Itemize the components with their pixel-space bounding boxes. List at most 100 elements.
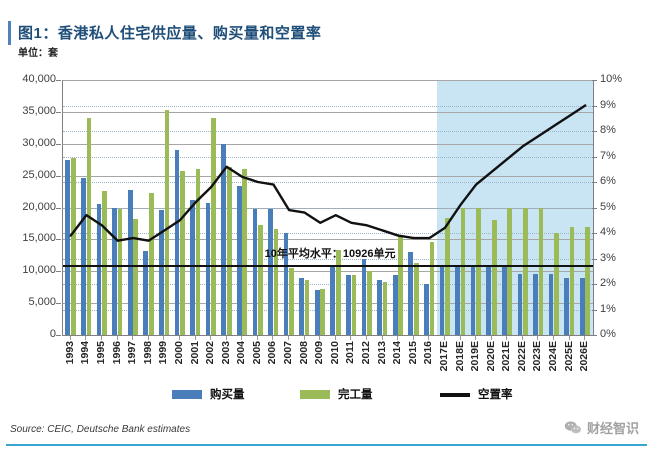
x-axis-label-2019E: 2019E — [469, 341, 482, 372]
x-axis-label-1997: 1997 — [126, 341, 139, 365]
x-axis-label-2002: 2002 — [204, 341, 217, 365]
x-axis-tick-2010 — [334, 336, 336, 340]
source-note: Source: CEIC, Deutsche Bank estimates — [10, 424, 191, 435]
bar-completion-1994 — [86, 117, 92, 335]
bar-buy-1994 — [81, 177, 86, 335]
bar-buy-2003 — [221, 143, 227, 335]
bar-buy-2021E — [501, 264, 507, 335]
bar-completion-2011 — [351, 275, 357, 335]
y-axis-right-label-9: 9% — [600, 98, 616, 111]
legend-label-1: 购买量 — [210, 389, 245, 401]
y-axis-left-label-10000: 10,000 — [22, 264, 56, 277]
x-axis-tick-2025E — [568, 336, 570, 340]
bar-buy-2018E — [455, 264, 460, 335]
bar-completion-1999 — [164, 109, 170, 335]
bar-completion-2008 — [304, 279, 310, 335]
x-axis-tick-2008 — [303, 336, 305, 340]
bar-completion-2023E — [538, 207, 544, 335]
x-axis-tick-1999 — [163, 336, 165, 340]
y-axis-left-tick-20000 — [56, 207, 61, 209]
bar-buy-2015 — [408, 252, 414, 335]
y-axis-right-tick-7 — [592, 156, 597, 158]
bar-completion-2013 — [382, 282, 388, 335]
y-axis-right-tick-0 — [592, 335, 597, 336]
x-axis-label-2025E: 2025E — [562, 341, 575, 372]
bar-buy-2014 — [392, 275, 398, 335]
x-axis-label-2022E: 2022E — [515, 341, 528, 372]
x-axis-label-2013: 2013 — [375, 341, 388, 365]
x-axis-label-2021E: 2021E — [500, 341, 513, 372]
bar-completion-2006 — [273, 229, 279, 335]
y-axis-right-label-6: 6% — [600, 175, 616, 187]
black-line-swatch — [440, 393, 470, 397]
x-axis-label-2012: 2012 — [359, 341, 372, 365]
watermark: 财经智识 — [564, 418, 639, 437]
bar-buy-2026E — [579, 277, 585, 335]
y-axis-left-label-25000: 25,000 — [22, 168, 56, 181]
x-axis-tick-2015 — [412, 336, 414, 340]
y-axis-right-tick-3 — [592, 258, 597, 260]
green-swatch — [300, 390, 330, 399]
bar-buy-1996 — [112, 207, 117, 335]
average-annotation: 10年平均水平：10926单元 — [264, 248, 396, 261]
x-axis-label-1995: 1995 — [94, 341, 107, 365]
x-axis-label-1994: 1994 — [79, 341, 92, 365]
bar-completion-1997 — [133, 218, 138, 335]
bar-buy-2022E — [517, 274, 523, 335]
bar-completion-2004 — [242, 169, 248, 335]
bar-buy-2020E — [486, 264, 492, 335]
gridline-right-7 — [63, 156, 593, 159]
x-axis-label-2016: 2016 — [422, 341, 435, 365]
bar-buy-2000 — [174, 150, 180, 335]
y-axis-right-tick-2 — [592, 284, 597, 285]
bar-completion-2000 — [180, 170, 185, 335]
y-axis-left-label-30000: 30,000 — [22, 136, 56, 149]
bar-buy-2017E — [439, 264, 445, 335]
bar-completion-1996 — [117, 208, 123, 335]
y-axis-left-tick-5000 — [56, 303, 61, 305]
x-axis-label-2008: 2008 — [297, 341, 310, 365]
y-axis-right-tick-4 — [592, 233, 597, 234]
gridline-left-25000 — [63, 175, 593, 177]
x-axis-tick-2006 — [272, 336, 274, 340]
bar-completion-1995 — [102, 190, 107, 335]
y-axis-left-label-20000: 20,000 — [22, 200, 56, 213]
bar-completion-2002 — [211, 118, 216, 335]
chart-legend: 购买量 完工量 空置率 — [0, 385, 653, 405]
bar-buy-2008 — [299, 277, 304, 335]
bar-completion-2017E — [445, 218, 450, 335]
x-axis-label-1996: 1996 — [110, 341, 123, 365]
x-axis-tick-2004 — [241, 336, 243, 340]
x-axis-tick-2022E — [521, 336, 523, 340]
y-axis-right-label-1: 1% — [600, 302, 616, 315]
x-axis-tick-2021E — [506, 336, 508, 340]
x-axis-label-2011: 2011 — [344, 341, 357, 364]
x-axis-label-2015: 2015 — [406, 341, 419, 365]
x-axis-tick-2005 — [256, 336, 258, 340]
y-axis-right-label-0: 0% — [600, 328, 616, 340]
y-axis-right-label-3: 3% — [600, 251, 616, 264]
x-axis-label-2004: 2004 — [235, 341, 248, 365]
chart-header: 图1：香港私人住宅供应量、购买量和空置率 — [0, 10, 653, 45]
bar-buy-2005 — [252, 209, 258, 335]
gridline-left-35000 — [63, 111, 593, 113]
gridline-left-30000 — [63, 143, 593, 145]
x-axis-tick-2024E — [553, 336, 555, 340]
x-axis-tick-2013 — [381, 336, 383, 340]
y-axis-right-tick-8 — [592, 131, 597, 132]
gridline-left-40000 — [63, 80, 593, 81]
title-accent-bar — [8, 21, 11, 45]
x-axis-tick-1997 — [132, 336, 134, 340]
x-axis-tick-1996 — [116, 336, 118, 340]
y-axis-left-tick-40000 — [56, 80, 61, 81]
gridline-left-10000 — [63, 271, 593, 273]
x-axis-tick-2026E — [584, 336, 586, 340]
x-axis-tick-2001 — [194, 336, 196, 340]
gridline-right-8 — [63, 131, 593, 133]
gridline-right-9 — [63, 105, 593, 108]
x-axis-label-2023E: 2023E — [531, 341, 544, 372]
y-axis-right-label-8: 8% — [600, 124, 616, 136]
bar-completion-2009 — [320, 289, 326, 335]
bar-completion-2024E — [554, 233, 559, 335]
